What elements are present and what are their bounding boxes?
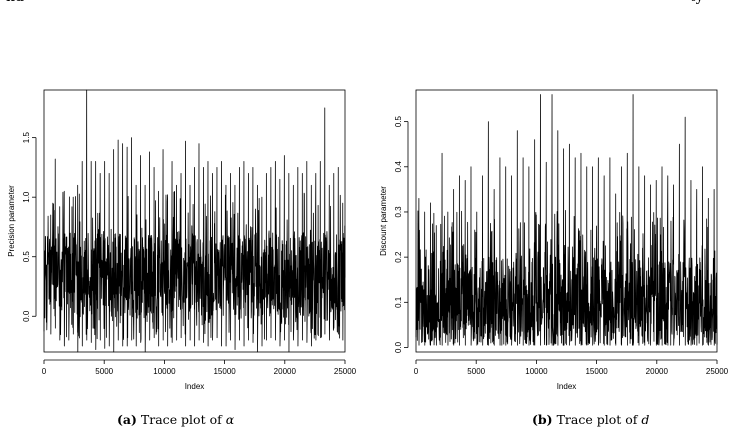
y-tick-label-alpha: 1.5 (22, 132, 31, 144)
x-tick-label-alpha: 10000 (153, 367, 176, 376)
x-tick-label-alpha: 0 (42, 367, 47, 376)
trace-plot-d: 0 5000 10000 15000 20000 25000 Index 0.0 0.1 0.2 0… (372, 62, 743, 407)
caption-a: (a) Trace plot of α (117, 412, 234, 427)
trace-plot-alpha: 0 5000 10000 15000 20000 25000 Index 0.0 0.5 1.0 1… (0, 62, 371, 407)
header-fragment-right: ty (690, 0, 704, 5)
caption-b: (b) Trace plot of d (532, 412, 649, 427)
caption-b-text: Trace plot of (556, 412, 638, 427)
x-tick-label-d: 15000 (585, 367, 608, 376)
trace-line-d (415, 94, 718, 346)
x-tick-label-d: 25000 (706, 367, 729, 376)
y-tick-label-alpha: 1.0 (22, 191, 31, 203)
x-axis-title-alpha: Index (185, 382, 205, 391)
y-tick-label-alpha: 0.5 (22, 251, 31, 263)
plot-frame-d (415, 89, 718, 353)
y-tick-label-d: 0.2 (394, 251, 403, 263)
page-header-fragment: nd ty (0, 0, 743, 20)
x-tick-label-alpha: 20000 (274, 367, 297, 376)
x-tick-label-alpha: 25000 (334, 367, 357, 376)
chart-svg-alpha: 0 5000 10000 15000 20000 25000 Index 0.0 0.5 1.0 1… (7, 89, 357, 391)
y-axis-title-alpha: Precision parameter (7, 185, 16, 257)
plot-frame-alpha (43, 89, 346, 353)
caption-a-text: Trace plot of (140, 412, 222, 427)
x-tick-label-d: 20000 (646, 367, 669, 376)
x-tick-label-d: 5000 (467, 367, 485, 376)
y-tick-label-d: 0.4 (394, 161, 403, 173)
x-tick-label-alpha: 5000 (95, 367, 113, 376)
y-tick-label-d: 0.5 (394, 116, 403, 128)
y-tick-label-alpha: 0.0 (22, 310, 31, 322)
caption-b-label: (b) (532, 412, 553, 427)
chart-svg-d: 0 5000 10000 15000 20000 25000 Index 0.0 0.1 0.2 0… (379, 89, 729, 391)
y-tick-label-d: 0.1 (394, 296, 403, 308)
y-axis-title-d: Discount parameter (379, 186, 388, 256)
trace-line-alpha (43, 89, 346, 353)
y-tick-label-d: 0.3 (394, 206, 403, 218)
x-tick-label-d: 0 (414, 367, 419, 376)
caption-a-symbol: α (225, 412, 235, 427)
header-fragment-left: nd (6, 0, 24, 5)
x-tick-label-d: 10000 (525, 367, 548, 376)
caption-a-label: (a) (117, 412, 137, 427)
caption-b-symbol: d (641, 412, 650, 427)
y-tick-label-d: 0.0 (394, 341, 403, 353)
x-axis-title-d: Index (557, 382, 577, 391)
x-tick-label-alpha: 15000 (213, 367, 236, 376)
